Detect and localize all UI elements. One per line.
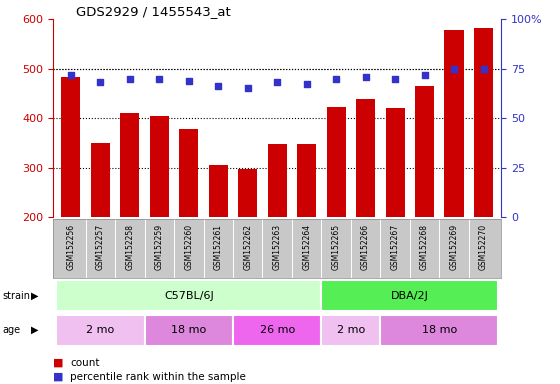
Point — [479, 66, 488, 72]
Bar — [268, 144, 287, 217]
Text: GSM152257: GSM152257 — [96, 223, 105, 270]
Text: GDS2929 / 1455543_at: GDS2929 / 1455543_at — [76, 5, 230, 18]
Text: ▶: ▶ — [31, 291, 38, 301]
Point — [184, 78, 193, 84]
Bar — [150, 116, 169, 217]
Text: ■: ■ — [53, 372, 64, 382]
Bar — [297, 144, 316, 217]
Text: percentile rank within the sample: percentile rank within the sample — [70, 372, 246, 382]
Bar — [91, 143, 110, 217]
Text: GSM152262: GSM152262 — [243, 223, 252, 270]
Bar — [209, 165, 228, 217]
Point — [450, 66, 459, 72]
Text: GSM152260: GSM152260 — [184, 223, 193, 270]
Bar — [445, 30, 464, 217]
Point — [96, 79, 105, 86]
Point — [273, 79, 282, 86]
Text: ▶: ▶ — [31, 325, 38, 335]
Text: DBA/2J: DBA/2J — [391, 291, 429, 301]
Point — [361, 73, 370, 79]
Point — [332, 76, 340, 82]
Point — [155, 76, 164, 82]
Text: GSM152266: GSM152266 — [361, 223, 370, 270]
Text: GSM152270: GSM152270 — [479, 223, 488, 270]
Text: GSM152258: GSM152258 — [125, 223, 134, 270]
Text: 2 mo: 2 mo — [86, 325, 114, 335]
Point — [391, 76, 400, 82]
Text: GSM152264: GSM152264 — [302, 223, 311, 270]
Text: GSM152259: GSM152259 — [155, 223, 164, 270]
Text: GSM152268: GSM152268 — [420, 223, 429, 270]
Bar — [56, 315, 144, 346]
Bar — [415, 86, 434, 217]
Point — [302, 81, 311, 88]
Bar — [56, 280, 321, 311]
Text: GSM152263: GSM152263 — [273, 223, 282, 270]
Bar — [144, 315, 233, 346]
Bar — [380, 315, 498, 346]
Text: 18 mo: 18 mo — [171, 325, 207, 335]
Bar — [61, 77, 81, 217]
Point — [125, 76, 134, 82]
Bar — [233, 315, 321, 346]
Point — [420, 71, 429, 78]
Text: 2 mo: 2 mo — [337, 325, 365, 335]
Point — [214, 83, 223, 89]
Bar — [356, 99, 375, 217]
Text: GSM152261: GSM152261 — [214, 223, 223, 270]
Bar — [321, 280, 498, 311]
Text: 18 mo: 18 mo — [422, 325, 457, 335]
Bar — [326, 107, 346, 217]
Text: GSM152269: GSM152269 — [450, 223, 459, 270]
Text: strain: strain — [3, 291, 31, 301]
Bar — [238, 169, 257, 217]
Point — [67, 71, 76, 78]
Bar — [179, 129, 198, 217]
Text: ■: ■ — [53, 358, 64, 368]
Bar — [120, 113, 139, 217]
Text: GSM152267: GSM152267 — [390, 223, 400, 270]
Text: age: age — [3, 325, 21, 335]
Text: count: count — [70, 358, 100, 368]
Text: GSM152265: GSM152265 — [332, 223, 340, 270]
Bar — [474, 28, 493, 217]
Text: GSM152256: GSM152256 — [67, 223, 76, 270]
Text: C57BL/6J: C57BL/6J — [164, 291, 214, 301]
Bar — [385, 108, 405, 217]
Text: 26 mo: 26 mo — [260, 325, 295, 335]
Point — [243, 85, 252, 91]
Bar — [321, 315, 380, 346]
